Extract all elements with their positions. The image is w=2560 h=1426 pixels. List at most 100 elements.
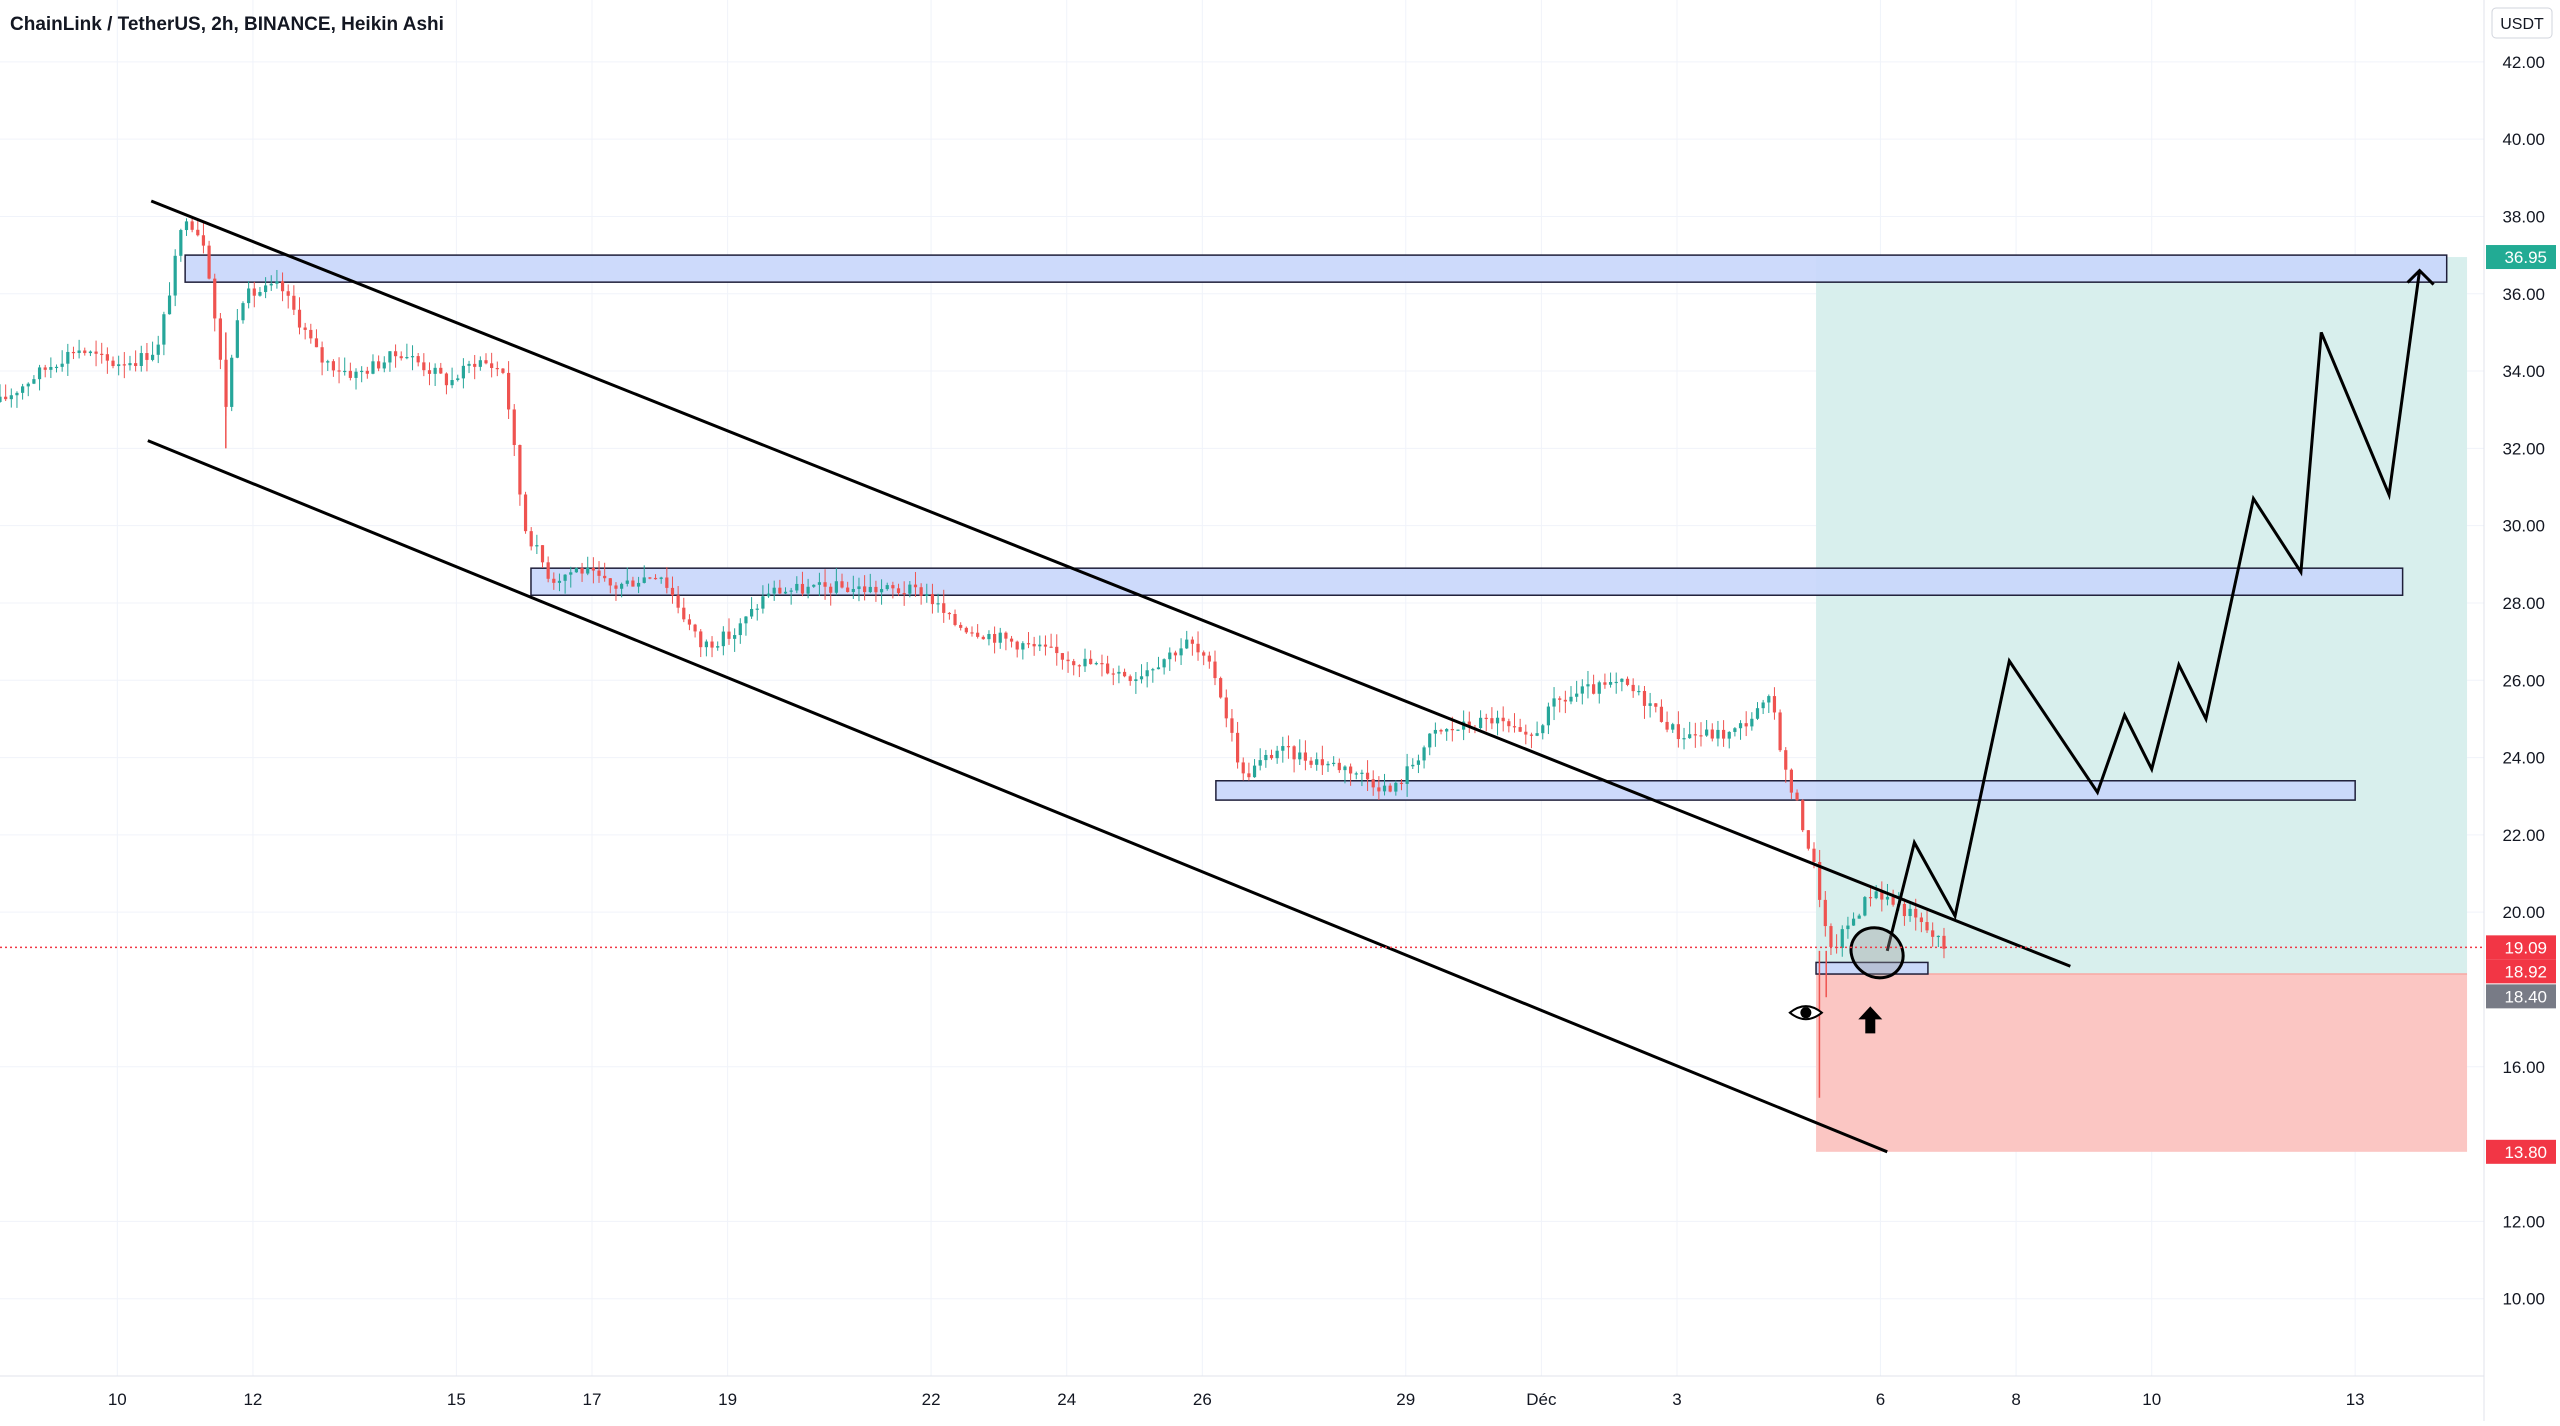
candle-up (269, 283, 273, 286)
candle-up (1755, 708, 1760, 719)
candle-up (1671, 724, 1675, 730)
candle-down (699, 631, 703, 648)
candle-down (1925, 922, 1929, 931)
candle-up (1885, 896, 1890, 900)
candle-up (54, 366, 59, 369)
entry-circle[interactable] (1841, 918, 1913, 988)
channel-lower-line[interactable] (147, 439, 1888, 1154)
price-tick-label: 30.00 (2502, 517, 2545, 536)
eye-icon (1788, 1005, 1824, 1021)
time-tick-label: 8 (2011, 1390, 2020, 1409)
candle-down (947, 612, 951, 615)
currency-badge[interactable]: USDT (2491, 7, 2553, 39)
candle-down (913, 584, 918, 588)
zone-23[interactable] (1215, 780, 2356, 801)
candle-up (721, 631, 725, 647)
candle-up (1552, 698, 1556, 707)
candle-up (1185, 639, 1189, 649)
candle-down (1349, 766, 1353, 774)
candle-up (885, 585, 889, 590)
candle-up (535, 545, 539, 547)
candle-up (925, 594, 929, 596)
zone-28[interactable] (530, 567, 2404, 596)
candle-down (348, 370, 352, 378)
candle-up (1038, 644, 1042, 647)
candle-up (749, 608, 754, 617)
candle-down (473, 363, 477, 367)
candle-up (1863, 897, 1867, 916)
candle-down (111, 360, 115, 367)
candle-down (320, 347, 324, 363)
candle-down (1524, 731, 1528, 735)
candle-up (382, 362, 386, 369)
candle-down (134, 363, 138, 366)
candle-up (1151, 669, 1155, 671)
candle-up (908, 584, 912, 594)
candle-down (213, 278, 217, 319)
price-labels: 36.95 19.09 18.92 18.40 13.80 (2486, 245, 2556, 1164)
candle-down (1801, 800, 1805, 831)
candle-down (1371, 779, 1375, 788)
stop-zone[interactable] (1816, 974, 2468, 1152)
currency-badge-text: USDT (2500, 16, 2544, 33)
candle-down (976, 632, 980, 637)
candle-up (1332, 762, 1336, 765)
candle-down (614, 585, 618, 589)
candle-down (1484, 717, 1488, 720)
candle-up (1541, 725, 1545, 734)
candle-down (1235, 732, 1240, 763)
zone-36[interactable] (184, 254, 2448, 283)
time-tick-label: 13 (2346, 1390, 2365, 1409)
candle-down (608, 578, 612, 586)
time-tick-label: 17 (583, 1390, 602, 1409)
candle-down (1806, 830, 1810, 849)
candle-up (642, 577, 646, 583)
candle-up (1614, 681, 1618, 684)
candle-down (105, 354, 109, 361)
zone-18[interactable] (1815, 961, 1929, 975)
candle-up (1315, 759, 1319, 765)
candle-down (190, 221, 194, 230)
candle-up (1456, 729, 1460, 731)
candle-down (665, 577, 669, 588)
candle-down (874, 586, 878, 593)
candle-down (506, 372, 511, 410)
candle-up (625, 580, 629, 584)
candle-down (1122, 671, 1127, 677)
candle-down (71, 351, 76, 354)
time-tick-label: 6 (1876, 1390, 1885, 1409)
target-zone[interactable] (1816, 257, 2468, 975)
candle-up (659, 577, 663, 579)
price-tick-label: 26.00 (2502, 671, 2545, 690)
channel-upper-line[interactable] (150, 199, 2071, 968)
candle-down (687, 619, 692, 625)
candle-down (670, 587, 675, 596)
candle-down (1060, 653, 1065, 660)
current-price-label: 19.09 (2486, 935, 2556, 960)
candle-up (1688, 734, 1692, 739)
candle-up (812, 584, 816, 587)
price-tick-label: 32.00 (2502, 439, 2545, 458)
candle-down (981, 636, 985, 640)
candle-down (942, 603, 946, 613)
candle-down (1603, 682, 1607, 685)
chart-title: ChainLink / TetherUS, 2h, BINANCE, Heiki… (10, 14, 444, 35)
candle-up (60, 363, 64, 367)
candle-down (930, 594, 935, 605)
candle-up (371, 361, 375, 374)
candle-down (1631, 684, 1635, 692)
projection-path[interactable] (1885, 270, 2422, 952)
candle-down (1292, 746, 1296, 760)
time-tick-label: Déc (1526, 1390, 1557, 1409)
candle-up (21, 386, 25, 393)
candle-down (891, 585, 895, 589)
price-tick-label: 38.00 (2502, 207, 2545, 226)
candle-up (817, 582, 822, 585)
candle-down (1772, 696, 1777, 713)
candle-down (1507, 721, 1511, 727)
candle-up (1738, 723, 1743, 729)
candle-down (1377, 787, 1381, 792)
candle-up (998, 632, 1002, 643)
